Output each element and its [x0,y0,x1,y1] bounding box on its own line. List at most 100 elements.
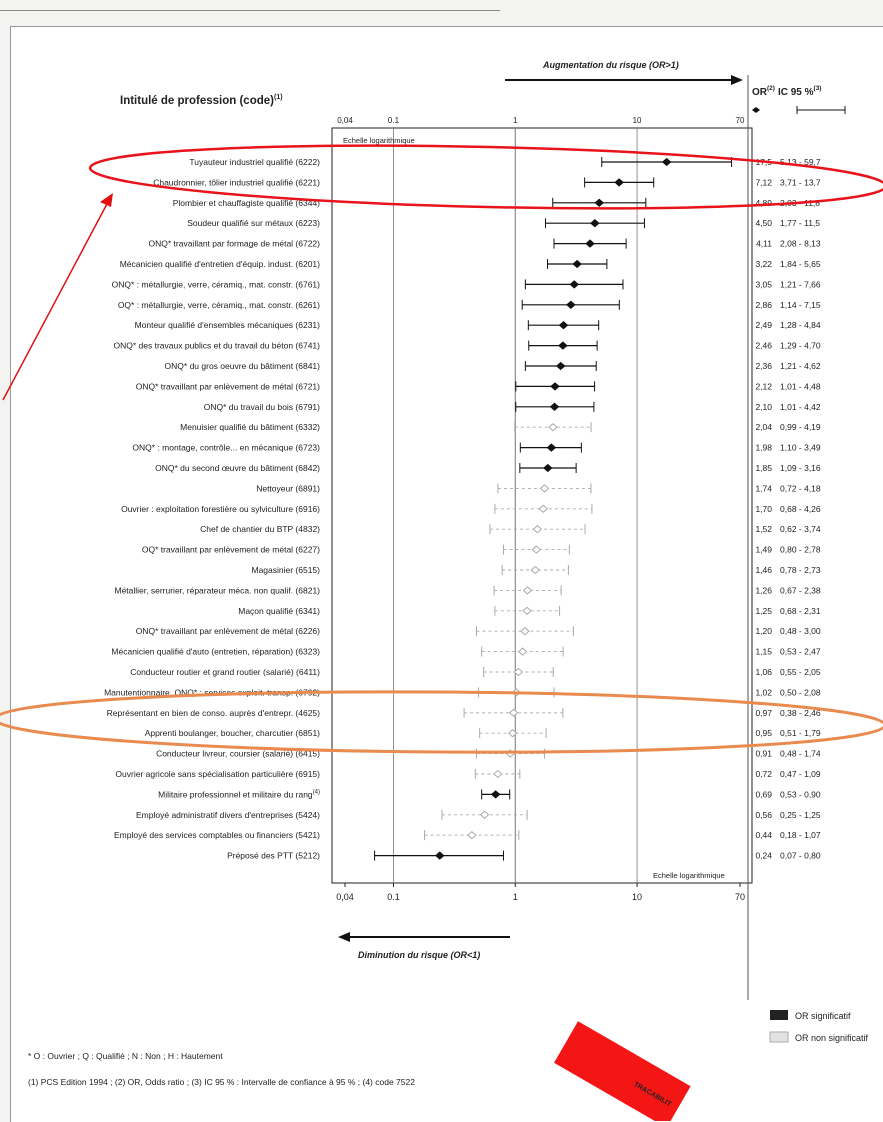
or-point [467,831,477,840]
forest-row: OQ* travaillant par enlèvement de métal … [142,544,821,555]
or-point [530,565,541,575]
scan-edge-line [0,10,500,11]
row-label: Magasinier (6515) [251,565,320,575]
log-scale-label-top: Echelle logarithmique [343,136,415,145]
or-point [558,341,568,350]
row-label: Ouvrier : exploitation forestière ou syl… [121,504,320,514]
ci-value: 0,68 - 4,26 [780,504,821,514]
or-value: 3,05 [755,279,772,289]
or-point [555,361,566,371]
forest-row: Menuisier qualifié du bâtiment (6332) 2,0… [180,422,821,433]
row-label: Soudeur qualifié sur métaux (6223) [187,218,320,228]
highlight-ellipse-bottom [0,690,883,754]
forest-row: ONQ* des travaux publics et du travail d… [114,340,821,351]
footnote-definitions: (1) PCS Edition 1994 ; (2) OR, Odds rati… [28,1077,415,1087]
ci-value: 3,71 - 13,7 [780,177,821,187]
or-value: 2,10 [755,402,772,412]
row-label: Plombier et chauffagiste qualifié (6344) [173,198,320,208]
row-label: OQ* travaillant par enlèvement de métal … [142,545,320,555]
column-title: Intitulé de profession (code)(1) [120,94,283,107]
risk-decrease-arrowhead [338,932,350,942]
or-value: 2,12 [755,381,772,391]
ci-value: 1,01 - 4,42 [780,402,821,412]
x-tick-label-top: 1 [513,116,518,125]
or-point [538,504,549,513]
row-label: Employé administratif divers d'entrepris… [136,810,320,820]
or-value: 7,12 [755,177,772,187]
row-label: ONQ* des travaux publics et du travail d… [114,341,321,351]
ci-value: 0,68 - 2,31 [780,606,821,616]
legend-significant-swatch [770,1010,788,1020]
forest-row: ONQ* : métallurgie, verre, céramiq., mat… [112,279,821,290]
or-value: 0,95 [755,728,772,738]
ci-value: 0,53 - 0,90 [780,789,821,799]
forest-row: Chef de chantier du BTP (4832) 1,52 0,62 -… [200,524,821,535]
or-point [569,280,580,289]
row-label: ONQ* du travail du bois (6791) [204,402,320,412]
or-value: 1,20 [755,626,772,636]
forest-row: Maçon qualifié (6341) 1,25 0,68 - 2,31 [238,605,821,616]
forest-row: OQ* : métallurgie, verre, céramiq., mat.… [118,299,821,310]
row-label: ONQ* : montage, contrôle... en mécanique… [132,443,320,453]
or-value: 1,49 [755,545,772,555]
or-point [479,810,490,819]
row-label: Employé des services comptables ou finan… [114,830,320,840]
row-label: Mécanicien qualifié d'entretien d'équip.… [120,259,320,269]
forest-row: Mécanicien qualifié d'auto (entretien, r… [111,646,821,657]
ci-value: 0,51 - 1,79 [780,728,821,738]
ci-value: 0,25 - 1,25 [780,810,821,820]
or-point [546,443,557,452]
document-page [10,26,883,1122]
or-value: 1,85 [755,463,772,473]
or-value: 4,89 [755,198,772,208]
or-key-diamond [752,107,760,113]
or-value: 1,06 [755,667,772,677]
ci-value: 0,72 - 4,18 [780,483,821,493]
or-point [531,545,542,554]
or-value: 1,26 [755,585,772,595]
or-point [549,402,560,411]
x-tick-label-bottom: 70 [735,892,745,902]
gridlines [393,128,638,883]
or-point [517,647,528,656]
ci-value: 1,10 - 3,49 [780,443,821,453]
x-tick-label-bottom: 0,04 [336,892,354,902]
row-label: Métallier, serrurier, réparateur méca. n… [114,585,320,595]
row-label: Menuisier qualifié du bâtiment (6332) [180,422,320,432]
or-value: 1,74 [755,483,772,493]
or-point [490,790,501,799]
or-point [493,769,503,779]
or-value: 2,49 [755,320,772,330]
row-label: Maçon qualifié (6341) [238,606,320,616]
x-tick-label-top: 0.1 [388,116,400,125]
ci-value: 0,99 - 4,19 [780,422,821,432]
risk-decrease-label: Diminution du risque (OR<1) [358,950,480,960]
or-point [543,463,553,473]
or-point [585,239,595,248]
or-value: 1,25 [755,606,772,616]
ci-value: 0,18 - 1,07 [780,830,821,840]
forest-row: Magasinier (6515) 1,46 0,78 - 2,73 [251,565,821,575]
ci-value: 1,28 - 4,84 [780,320,821,330]
or-point [513,667,524,677]
or-value: 1,98 [755,443,772,453]
row-label: Chaudronnier, tôlier industriel qualifié… [153,177,320,187]
risk-increase-label: Augmentation du risque (OR>1) [542,60,679,70]
ci-value: 1,29 - 4,70 [780,341,821,351]
row-label: Nettoyeur (6891) [256,483,320,493]
forest-row: Militaire professionnel et militaire du … [158,789,821,800]
forest-row: Employé administratif divers d'entrepris… [136,809,821,820]
highlight-ellipse-top [88,144,883,210]
row-label: ONQ* travaillant par enlèvement de métal… [136,626,320,636]
ci-value: 2,08 - 8,13 [780,239,821,249]
or-value: 1,52 [755,524,772,534]
forest-row: Représentant en bien de conso. auprès d'… [107,707,821,718]
forest-row: Ouvrier : exploitation forestière ou syl… [121,503,821,514]
row-label: Apprenti boulanger, boucher, charcutier … [145,728,320,738]
legend-not-significant-label: OR non significatif [795,1033,869,1043]
ci-value: 0,55 - 2,05 [780,667,821,677]
x-tick-label-bottom: 0.1 [387,892,400,902]
x-tick-label-top: 70 [736,116,745,125]
or-value: 2,46 [755,341,772,351]
